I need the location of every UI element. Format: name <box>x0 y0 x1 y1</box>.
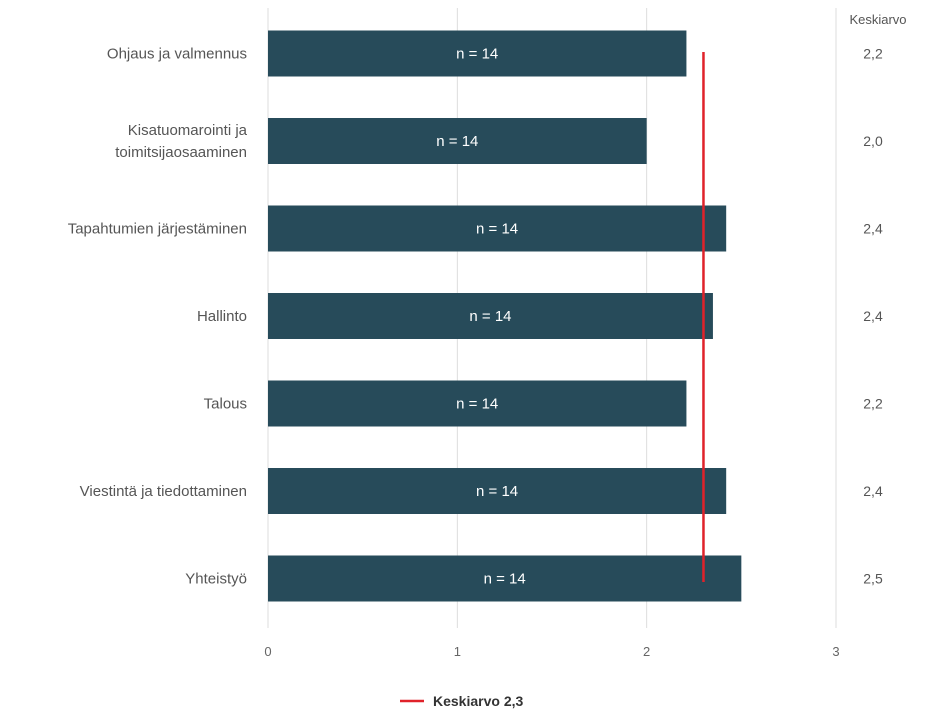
category-label-line: Ohjaus ja valmennus <box>107 46 247 63</box>
bars-group <box>268 30 742 602</box>
x-tick-label: 3 <box>832 644 839 659</box>
category-labels: Ohjaus ja valmennus Kisatuomarointi ja toi… <box>68 46 248 588</box>
n-labels: n = 14 n = 14 n = 14 n = 14 n = 14 n = 14 n = … <box>436 46 525 588</box>
n-label: n = 14 <box>456 396 498 413</box>
legend-label: Keskiarvo 2,3 <box>433 693 523 709</box>
n-label: n = 14 <box>436 133 478 150</box>
average-value: 2,4 <box>863 483 883 499</box>
category-label: Hallinto <box>197 308 247 325</box>
bar <box>268 468 727 514</box>
x-tick-label: 1 <box>454 644 461 659</box>
category-label-line: Tapahtumien järjestäminen <box>68 221 247 238</box>
bar <box>268 30 687 77</box>
average-column-header: Keskiarvo <box>849 12 906 27</box>
x-tick-label: 0 <box>264 644 271 659</box>
bar <box>268 293 713 339</box>
category-label: Talous <box>204 396 247 413</box>
legend: Keskiarvo 2,3 <box>400 693 523 709</box>
category-label-line: Hallinto <box>197 308 247 325</box>
average-column: Keskiarvo 2,2 2,0 2,4 2,4 2,2 2,4 2,5 <box>849 12 906 587</box>
bar <box>268 555 742 602</box>
average-value: 2,4 <box>863 221 883 237</box>
category-label: Kisatuomarointi ja toimitsijaosaaminen <box>115 122 247 161</box>
average-value: 2,2 <box>863 46 883 62</box>
x-axis-ticks: 0 1 2 3 <box>264 644 839 659</box>
average-value: 2,0 <box>863 133 883 149</box>
category-label-line: Yhteistyö <box>185 571 247 588</box>
n-label: n = 14 <box>476 483 518 500</box>
category-label-line: Kisatuomarointi ja <box>128 122 248 139</box>
category-label: Viestintä ja tiedottaminen <box>80 483 247 500</box>
n-label: n = 14 <box>456 46 498 63</box>
category-label-line: toimitsijaosaaminen <box>115 144 247 161</box>
category-label: Tapahtumien järjestäminen <box>68 221 247 238</box>
category-label-line: Talous <box>204 396 247 413</box>
category-label: Yhteistyö <box>185 571 247 588</box>
bar <box>268 118 647 164</box>
average-value: 2,4 <box>863 308 883 324</box>
x-tick-label: 2 <box>643 644 650 659</box>
bar <box>268 205 727 252</box>
n-label: n = 14 <box>469 308 511 325</box>
average-value: 2,5 <box>863 571 883 587</box>
category-label-line: Viestintä ja tiedottaminen <box>80 483 247 500</box>
bar <box>268 380 687 427</box>
average-value: 2,2 <box>863 396 883 412</box>
n-label: n = 14 <box>484 571 526 588</box>
category-label: Ohjaus ja valmennus <box>107 46 247 63</box>
n-label: n = 14 <box>476 221 518 238</box>
